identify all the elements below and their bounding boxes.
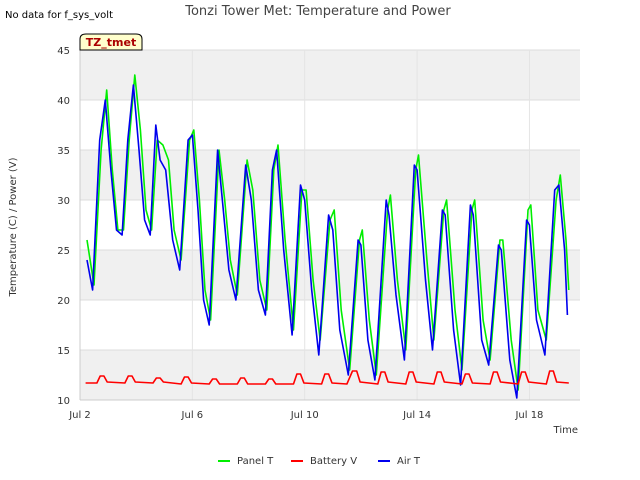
grid-band: [80, 350, 580, 400]
y-axis-label: Temperature (C) / Power (V): [8, 157, 19, 297]
grid-band: [80, 150, 580, 200]
series-layer: [85, 74, 570, 399]
legend: Panel T Battery V Air T: [218, 456, 421, 467]
y-tick-label: 40: [57, 96, 70, 107]
gridlines: [79, 49, 580, 401]
y-tick-label: 10: [57, 396, 70, 407]
site-label-background: [79, 33, 143, 51]
y-tick-label: 45: [57, 46, 70, 57]
y-tick-label: 20: [57, 296, 70, 307]
axes: [79, 50, 580, 401]
legend-label-panel-t: Panel T: [237, 456, 274, 467]
y-tick-label: 25: [57, 246, 70, 257]
x-tick-label: Jul 10: [290, 410, 319, 421]
grid-band: [80, 50, 580, 100]
tick-labels: 10 15 20 25 30 35 40 45 Jul 2 Jul 6 Jul 10 Jul 14 Ju…: [57, 46, 543, 421]
x-axis-label: Time: [553, 425, 578, 436]
y-tick-label: 15: [57, 346, 70, 357]
x-tick-label: Jul 14: [402, 410, 431, 421]
x-tick-label: Jul 6: [181, 410, 204, 421]
x-tick-label: Jul 18: [514, 410, 543, 421]
no-data-note: No data for f_sys_volt: [5, 10, 113, 21]
x-tick-label: Jul 2: [68, 410, 91, 421]
legend-label-battery-v: Battery V: [310, 456, 357, 467]
chart-title: Tonzi Tower Met: Temperature and Power: [184, 4, 451, 19]
site-label: TZ_tmet: [86, 36, 136, 49]
y-tick-label: 35: [57, 146, 70, 157]
series-line-air-t: [86, 84, 569, 399]
legend-label-air-t: Air T: [397, 456, 421, 467]
grid-bands: [80, 50, 580, 400]
series-line-battery-v: [85, 370, 569, 385]
site-label-box: TZ_tmet: [79, 33, 143, 51]
y-tick-label: 30: [57, 196, 70, 207]
